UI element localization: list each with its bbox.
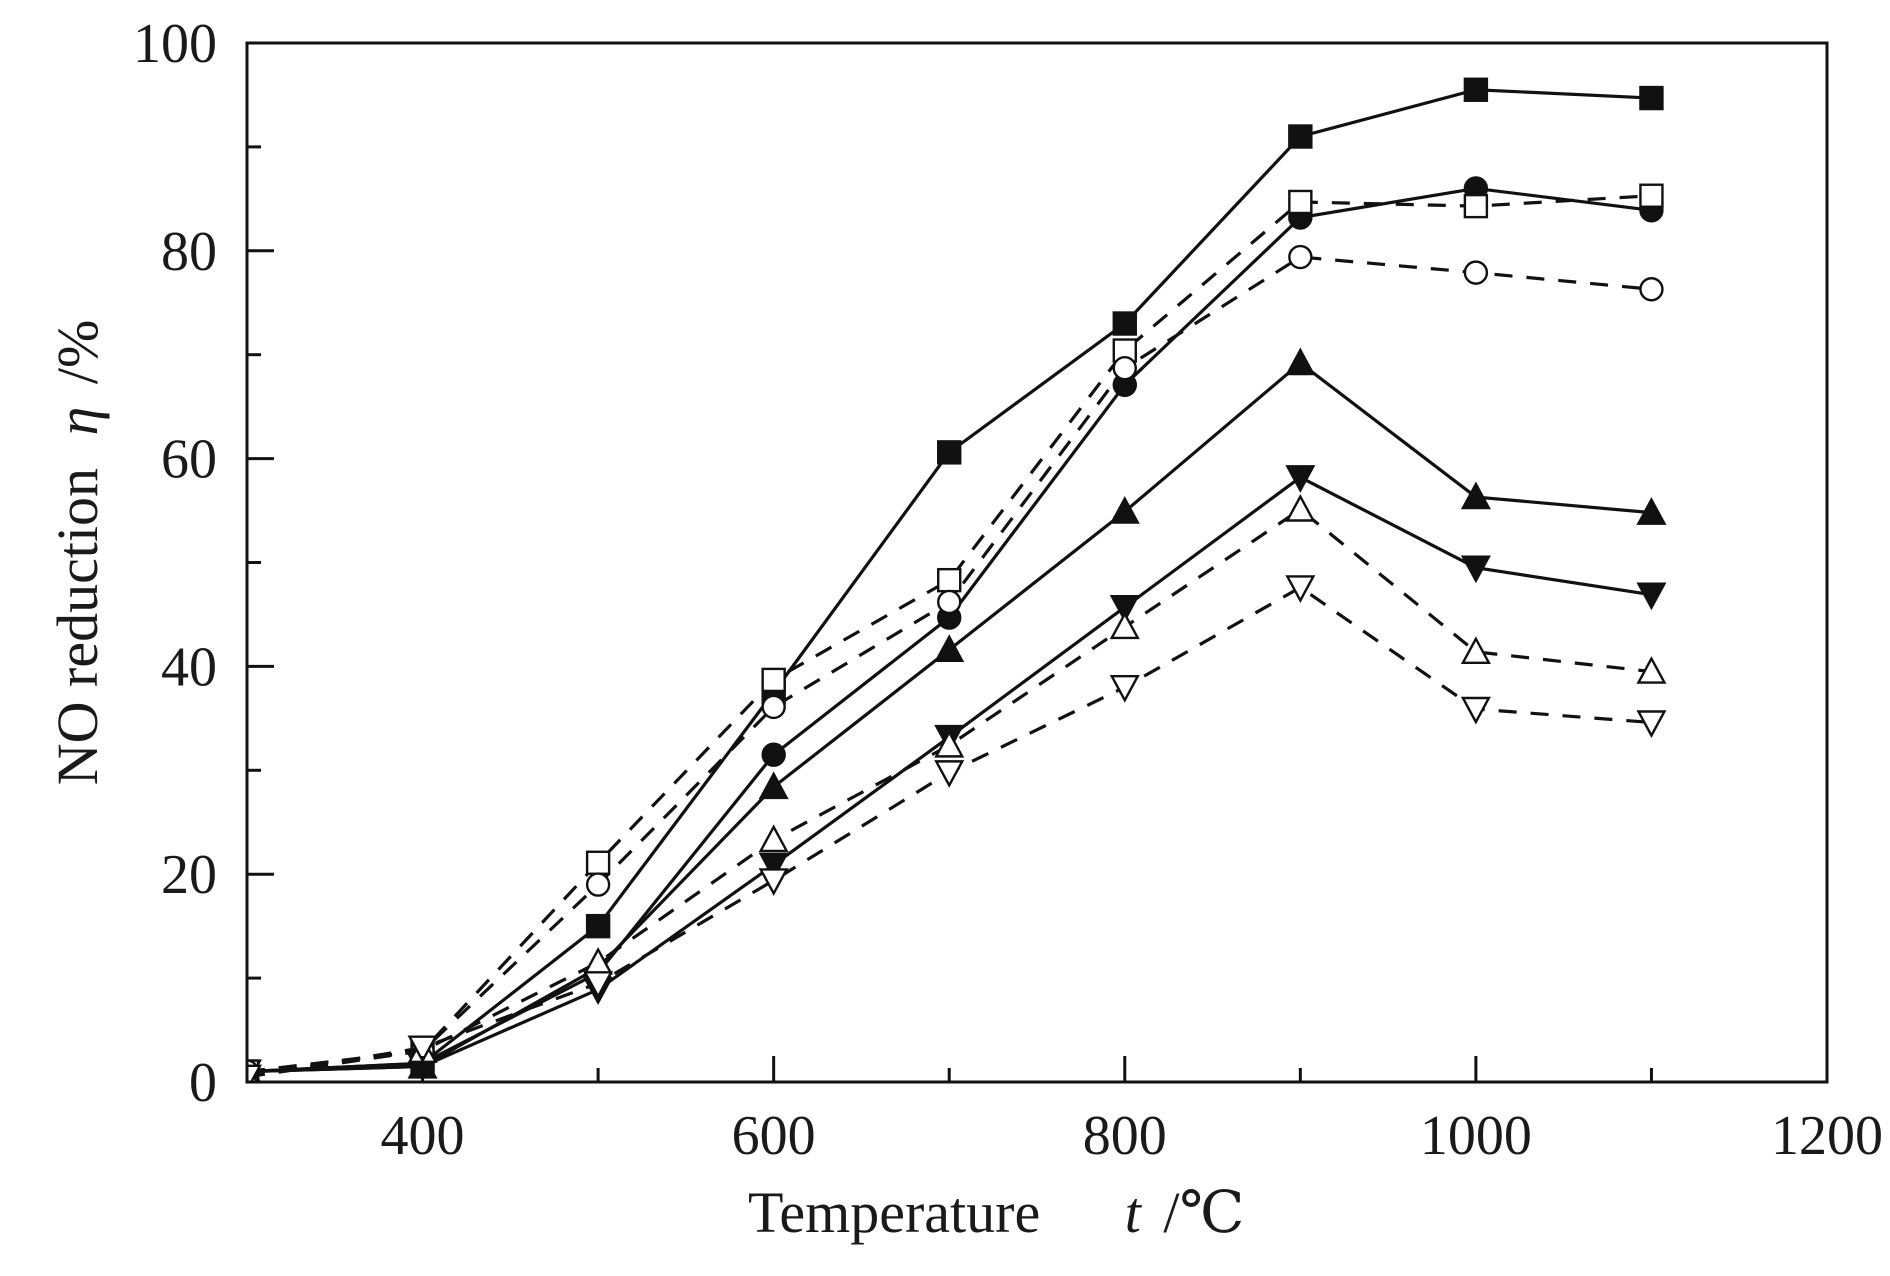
data-point-triangle-down — [1636, 582, 1667, 611]
data-point-square — [1288, 124, 1313, 149]
data-point-triangle-up — [1285, 347, 1316, 376]
data-point-triangle-down — [1285, 465, 1316, 493]
data-point-circle — [1112, 356, 1137, 381]
data-point-square — [1463, 193, 1489, 219]
data-point-triangle-up — [1636, 497, 1667, 525]
data-point-square — [761, 667, 786, 693]
data-point-square — [1112, 311, 1137, 336]
data-point-triangle-down — [758, 852, 789, 881]
data-point-square — [937, 440, 962, 465]
y-tick-label: 40 — [161, 636, 217, 698]
data-point-triangle-up — [1460, 636, 1491, 665]
tick-labels: 400 600 800 1000 1200 0 20 40 60 80 100 — [133, 13, 1883, 1167]
y-axis-title-text: NO reduction — [45, 468, 110, 785]
y-axis-symbol: η — [45, 407, 110, 436]
x-axis-title: Temperature t /℃ — [748, 1180, 1244, 1245]
data-point-square — [1463, 77, 1489, 102]
data-point-circle — [1463, 260, 1489, 285]
y-axis-title: NO reduction η /% — [45, 320, 110, 786]
y-tick-label: 0 — [189, 1052, 217, 1114]
data-point-triangle-down — [1460, 555, 1491, 584]
data-point-triangle-down — [934, 760, 965, 788]
data-point-square — [1288, 189, 1313, 215]
x-axis-title-text: Temperature — [748, 1180, 1040, 1245]
y-tick-label: 20 — [161, 844, 217, 906]
data-point-triangle-down — [1636, 710, 1667, 739]
data-point-triangle-up — [1285, 493, 1316, 522]
data-point-circle — [1639, 277, 1664, 302]
y-tick-label: 80 — [161, 221, 217, 283]
data-point-triangle-up — [1460, 481, 1491, 510]
x-axis-symbol: t — [1125, 1180, 1143, 1245]
series-line-open-square — [247, 194, 1652, 1074]
data-point-square — [1639, 183, 1664, 208]
series-line-open-circle — [247, 255, 1652, 1074]
data-point-triangle-down — [1109, 594, 1140, 623]
series-open-square — [247, 183, 1664, 1082]
data-point-triangle-down — [758, 868, 789, 896]
x-axis-unit: /℃ — [1163, 1180, 1244, 1245]
data-point-triangle-down — [1109, 674, 1140, 703]
data-point-triangle-up — [934, 634, 965, 662]
data-point-triangle-down — [1460, 696, 1491, 725]
data-point-triangle-up — [1109, 496, 1140, 524]
series-filled-circle — [247, 176, 1664, 1082]
data-point-circle — [585, 872, 611, 897]
data-point-triangle-up — [934, 729, 965, 758]
data-point-triangle-up — [1109, 611, 1140, 640]
data-point-triangle-up — [758, 824, 789, 853]
series-open-triangle-up — [247, 493, 1667, 1082]
x-tick-label: 800 — [1083, 1105, 1167, 1167]
series-line-open-triangle-up — [247, 507, 1652, 1079]
data-point-triangle-up — [1636, 656, 1667, 684]
data-point-triangle-down — [583, 971, 614, 999]
y-axis-unit: /% — [45, 320, 110, 384]
axis-ticks — [247, 145, 1653, 1082]
series-layer — [247, 77, 1667, 1082]
x-tick-label: 1000 — [1420, 1105, 1532, 1167]
data-point-circle — [1288, 244, 1313, 270]
x-tick-label: 400 — [381, 1105, 465, 1167]
series-open-triangle-down — [247, 575, 1667, 1082]
x-tick-label: 600 — [732, 1105, 816, 1167]
data-point-circle — [937, 589, 962, 615]
series-line-filled-triangle-up — [247, 360, 1652, 1074]
data-point-square — [585, 913, 611, 939]
x-tick-label: 1200 — [1771, 1105, 1883, 1167]
data-point-square — [585, 850, 611, 875]
data-point-triangle-down — [407, 1035, 438, 1064]
data-point-square — [937, 567, 962, 593]
series-filled-square — [247, 77, 1664, 1082]
data-point-circle — [761, 742, 786, 767]
data-point-triangle-up — [758, 771, 789, 800]
y-tick-label: 100 — [133, 13, 217, 75]
data-point-square — [1639, 85, 1664, 111]
series-line-filled-circle — [247, 186, 1652, 1074]
data-point-circle — [761, 694, 786, 720]
data-point-triangle-down — [247, 1064, 263, 1082]
series-open-circle — [247, 244, 1664, 1082]
y-tick-label: 60 — [161, 429, 217, 491]
data-point-triangle-down — [1285, 575, 1316, 603]
